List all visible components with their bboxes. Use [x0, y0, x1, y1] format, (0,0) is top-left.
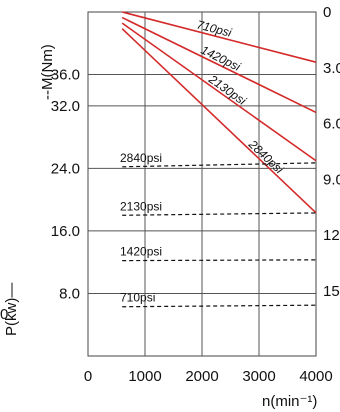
y-right-tick-label: 3.0 — [323, 60, 340, 77]
torque-line — [121, 16, 317, 114]
series-layer — [121, 11, 317, 308]
torque-series-label: 2840psi — [245, 137, 286, 177]
power-line — [122, 162, 317, 168]
y-axis-right-label: --M(Nm) — [39, 44, 56, 100]
x-axis-label: n(min⁻¹) — [262, 393, 317, 410]
torque-line — [121, 28, 317, 214]
y-right-tick-label: 12 — [323, 227, 340, 244]
y-left-tick-label: 24.0 — [51, 160, 80, 177]
y-left-tick-label: 0 — [0, 306, 8, 323]
power-line — [122, 212, 317, 216]
y-left-tick-label: 16.0 — [51, 223, 80, 240]
power-series-label: 2840psi — [120, 151, 162, 165]
grid — [87, 11, 317, 357]
y-right-tick-label: 15 — [323, 283, 340, 300]
power-line — [122, 259, 317, 262]
torque-line — [121, 22, 317, 162]
power-series-label: 1420psi — [120, 245, 162, 259]
torque-line — [121, 11, 317, 63]
y-left-tick-label: 32.0 — [51, 98, 80, 115]
x-tick-label: 4000 — [299, 368, 332, 385]
x-tick-label: 1000 — [128, 368, 161, 385]
tick-labels: 0 1000 2000 3000 4000 8.0 16.0 24.0 32.0 36.0 0 0 3.… — [0, 4, 340, 385]
torque-series-label: 1420psi — [199, 43, 243, 74]
y-left-tick-label: 36.0 — [51, 67, 80, 84]
power-line — [122, 304, 317, 308]
power-series-label: 2130psi — [120, 199, 162, 213]
x-tick-label: 3000 — [242, 368, 275, 385]
y-right-tick-label: 6.0 — [323, 116, 340, 133]
x-tick-label: 2000 — [185, 368, 218, 385]
y-right-tick-label: 0 — [323, 4, 331, 21]
y-left-tick-label: 8.0 — [59, 285, 80, 302]
y-axis-left-label: P(kw)— — [3, 283, 20, 336]
x-tick-label: 0 — [84, 368, 92, 385]
power-series-label: 710psi — [120, 291, 155, 305]
y-right-tick-label: 9.0 — [323, 171, 340, 188]
